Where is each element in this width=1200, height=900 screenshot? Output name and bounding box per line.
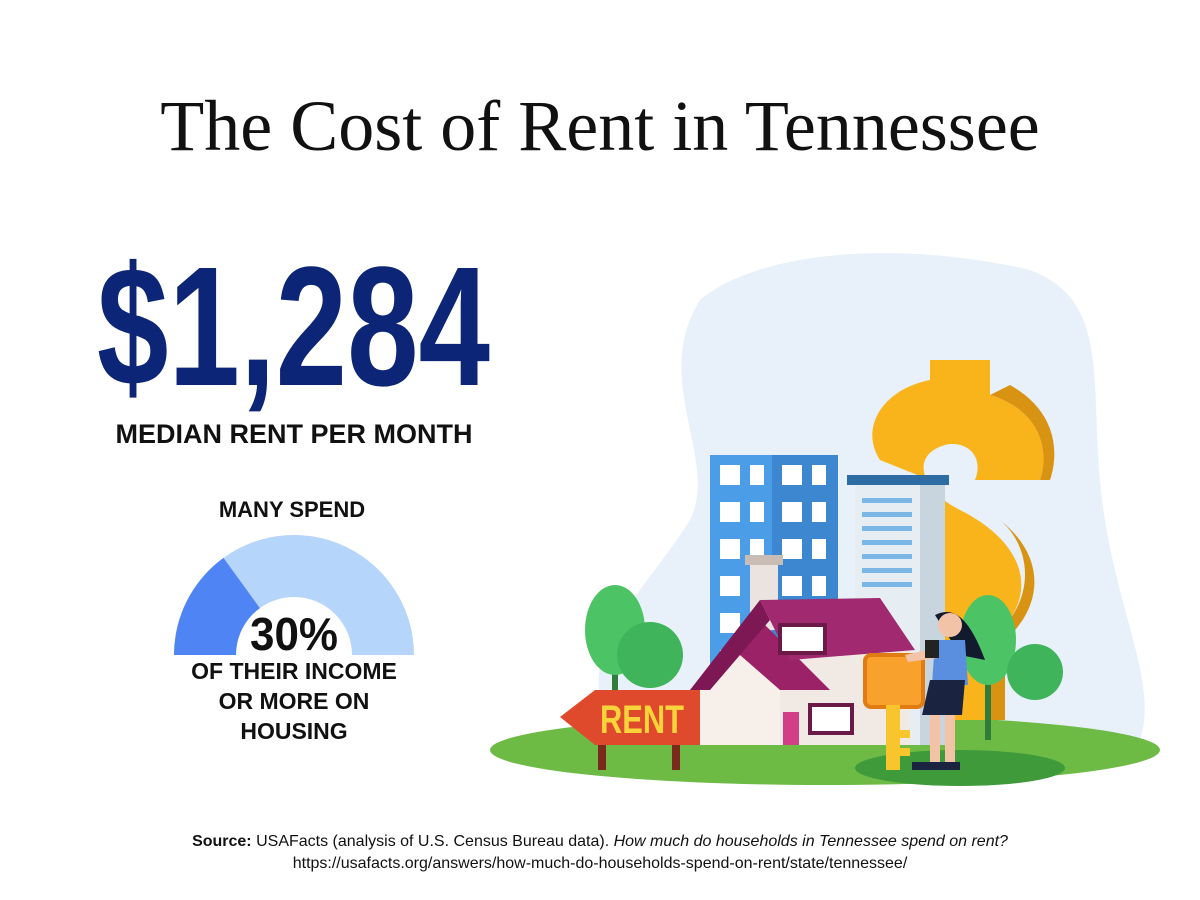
gauge-intro: MANY SPEND (219, 497, 365, 522)
source-line: Source: USAFacts (analysis of U.S. Censu… (192, 833, 1008, 850)
median-caption: MEDIAN RENT PER MONTH (116, 419, 473, 449)
source-url: https://usafacts.org/answers/how-much-do… (293, 855, 908, 872)
gauge-caption: HOUSING (240, 718, 347, 744)
gauge-fill (174, 557, 260, 655)
title: The Cost of Rent in Tennessee (160, 86, 1039, 166)
median-rent: $1,284 (97, 232, 490, 422)
gauge-caption: OR MORE ON (219, 688, 370, 714)
gauge-caption: OF THEIR INCOME (191, 658, 397, 684)
illustration: RENT (490, 253, 1160, 786)
gauge (174, 534, 414, 655)
source-text: USAFacts (analysis of U.S. Census Bureau… (256, 833, 609, 850)
source-label: Source: (192, 833, 252, 850)
source-question: How much do households in Tennessee spen… (614, 833, 1008, 850)
gauge-label: 30% (250, 608, 338, 660)
sign-text: RENT (600, 698, 684, 742)
